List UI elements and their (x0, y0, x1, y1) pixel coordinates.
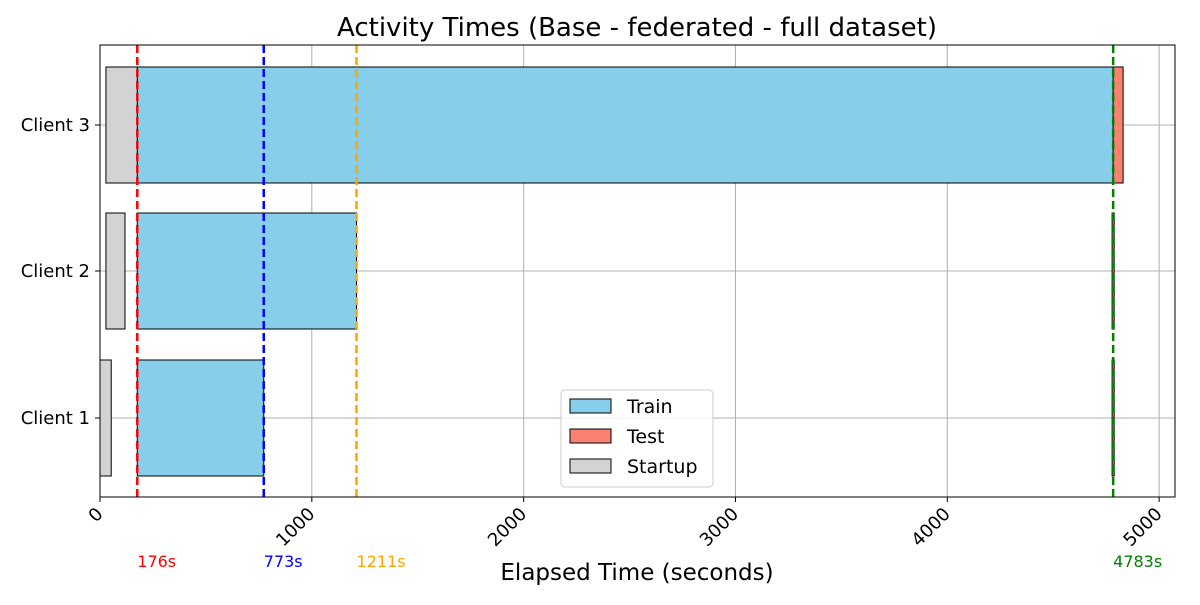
x-tick-label: 0 (85, 504, 108, 527)
x-tick-label: 2000 (484, 504, 531, 551)
x-tick-label: 4000 (908, 504, 955, 551)
vline-label-773s: 773s (264, 552, 303, 571)
legend-swatch-test (569, 428, 612, 444)
bar-train-client-1 (136, 359, 265, 477)
bar-train-client-3 (136, 66, 1114, 184)
vline-label-1211s: 1211s (357, 552, 406, 571)
legend: Train Test Startup (560, 389, 714, 488)
y-axis: Client 1 Client 2 Client 3 (21, 115, 100, 429)
x-tick-label: 3000 (696, 504, 743, 551)
bar-train-client-2 (136, 212, 358, 330)
x-axis: 0 1000 2000 3000 4000 5000 (85, 497, 1167, 551)
legend-swatch-train (569, 398, 612, 414)
legend-swatch-startup (569, 458, 612, 474)
x-tick-label: 1000 (272, 504, 319, 551)
bar-startup-client-1 (99, 359, 112, 477)
legend-label-train: Train (626, 396, 673, 418)
x-axis-label: Elapsed Time (seconds) (500, 560, 773, 586)
legend-label-test: Test (626, 426, 664, 448)
vline-label-4783s: 4783s (1113, 552, 1162, 571)
reference-lines: 176s 773s 1211s 4783s (136, 45, 1162, 571)
bar-startup-client-2 (105, 212, 126, 330)
bar-test-client-3 (1112, 66, 1124, 184)
y-tick-label: Client 3 (21, 115, 90, 136)
x-tick-label: 5000 (1119, 504, 1166, 551)
chart-title: Activity Times (Base - federated - full … (337, 13, 937, 43)
y-tick-label: Client 2 (21, 261, 90, 282)
vline-label-176s: 176s (137, 552, 176, 571)
y-tick-label: Client 1 (21, 408, 90, 429)
legend-label-startup: Startup (627, 456, 698, 478)
bar-startup-client-3 (105, 66, 138, 184)
